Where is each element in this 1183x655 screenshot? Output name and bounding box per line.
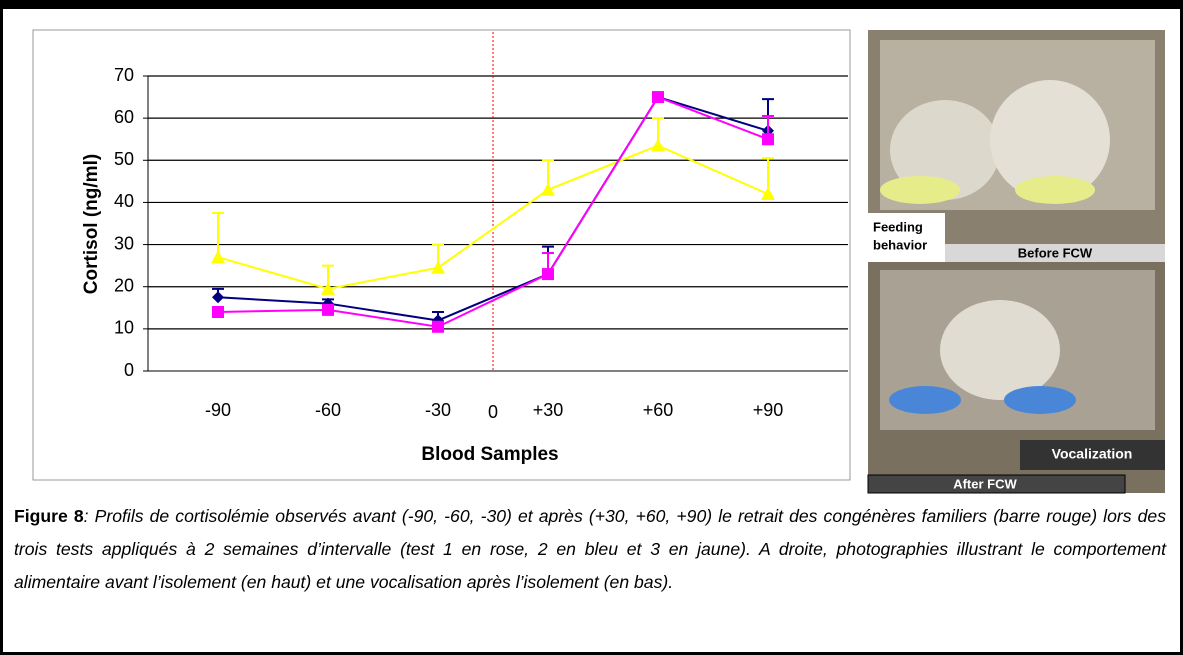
y-tick-label: 50 xyxy=(114,149,134,169)
data-point xyxy=(762,133,774,145)
photo-detail xyxy=(880,176,960,204)
photo-label: Vocalization xyxy=(1052,446,1133,462)
x-tick-label: +90 xyxy=(753,400,784,420)
photo-detail xyxy=(940,300,1060,400)
divider-label: 0 xyxy=(488,402,498,422)
x-tick-label: +30 xyxy=(533,400,564,420)
caption-text: : Profils de cortisolémie observés avant… xyxy=(14,506,1166,592)
data-point xyxy=(212,306,224,318)
y-tick-label: 40 xyxy=(114,191,134,211)
data-point xyxy=(652,91,664,103)
x-tick-label: +60 xyxy=(643,400,674,420)
y-tick-label: 60 xyxy=(114,107,134,127)
x-tick-label: -90 xyxy=(205,400,231,420)
photo-detail xyxy=(889,386,961,414)
data-point xyxy=(542,268,554,280)
photo-caption: Before FCW xyxy=(1018,245,1093,260)
photo-label: behavior xyxy=(873,237,927,252)
y-tick-label: 70 xyxy=(114,65,134,85)
caption-label: Figure 8 xyxy=(14,506,84,526)
y-tick-label: 20 xyxy=(114,275,134,295)
x-tick-label: -30 xyxy=(425,400,451,420)
figure-caption: Figure 8: Profils de cortisolémie observ… xyxy=(14,500,1166,599)
x-axis-label: Blood Samples xyxy=(421,444,558,465)
y-tick-label: 30 xyxy=(114,233,134,253)
photo-detail xyxy=(1015,176,1095,204)
photo-label: Feeding xyxy=(873,219,923,234)
photo-detail xyxy=(1004,386,1076,414)
photo-caption: After FCW xyxy=(953,476,1017,491)
y-tick-label: 0 xyxy=(124,360,134,380)
y-tick-label: 10 xyxy=(114,318,134,338)
data-point xyxy=(322,304,334,316)
data-point xyxy=(432,321,444,333)
y-axis-label: Cortisol (ng/ml) xyxy=(81,154,102,294)
x-tick-label: -60 xyxy=(315,400,341,420)
